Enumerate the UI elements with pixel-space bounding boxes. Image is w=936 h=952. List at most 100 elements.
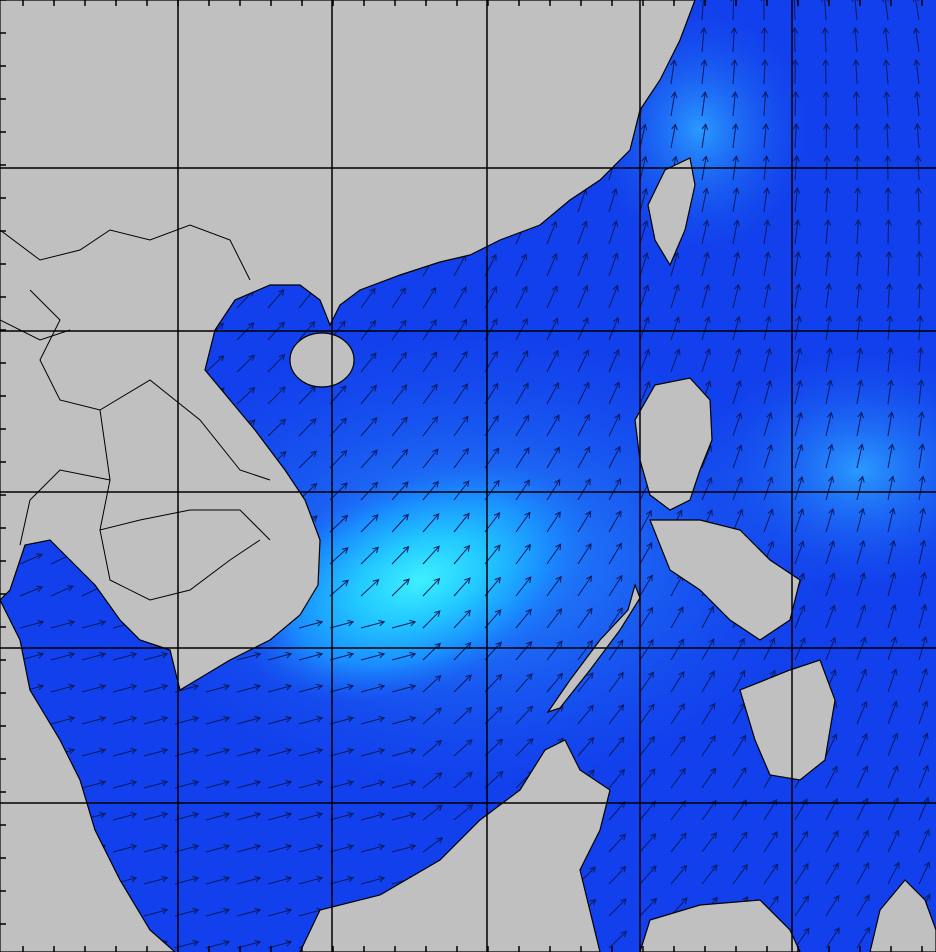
wave-arrow	[915, 218, 923, 245]
wave-arrow	[794, 347, 803, 373]
wave-arrow	[792, 122, 800, 149]
wave-arrow	[639, 252, 649, 277]
wave-arrow	[887, 539, 896, 565]
wave-arrow	[701, 767, 717, 789]
wave-arrow	[639, 735, 656, 757]
wave-arrow	[639, 284, 650, 309]
wave-arrow	[887, 797, 899, 821]
wave-arrow	[19, 585, 44, 597]
land-borneo	[299, 739, 611, 952]
wave-arrow	[887, 668, 898, 693]
wave-arrow	[794, 219, 801, 245]
land-hainan	[289, 332, 355, 388]
wave-arrow	[608, 542, 622, 565]
wave-arrow	[577, 381, 590, 405]
wave-arrow	[267, 875, 293, 885]
wave-arrow	[577, 672, 594, 693]
wave-arrow	[670, 123, 678, 149]
wave-arrow	[763, 283, 772, 309]
wave-arrow	[825, 733, 838, 757]
wave-arrow	[515, 253, 528, 277]
wave-arrow	[515, 543, 531, 565]
wave-arrow	[824, 251, 832, 277]
wave-arrow	[915, 186, 922, 213]
wave-arrow	[853, 90, 860, 117]
land-mainland-asia	[0, 0, 696, 691]
wave-arrow	[546, 672, 564, 693]
wave-arrow	[391, 578, 410, 597]
wave-arrow	[360, 747, 386, 757]
wave-arrow	[732, 637, 745, 661]
wave-arrow	[791, 26, 799, 53]
wave-arrow	[298, 450, 317, 469]
wave-arrow	[732, 283, 741, 309]
wave-arrow	[391, 384, 408, 405]
wave-arrow	[886, 347, 894, 373]
wave-arrow	[453, 512, 470, 533]
wave-arrow	[608, 898, 627, 917]
wave-arrow	[856, 604, 867, 629]
wave-arrow	[639, 187, 649, 213]
wave-arrow	[515, 576, 532, 597]
wave-arrow	[298, 619, 324, 629]
wave-arrow	[886, 315, 894, 341]
wave-arrow	[856, 765, 869, 789]
land-sulawesi	[869, 879, 936, 952]
wave-arrow	[577, 413, 590, 437]
wave-arrow	[856, 475, 865, 501]
wave-arrow	[852, 58, 860, 85]
wave-arrow	[329, 619, 355, 629]
wave-arrow	[639, 606, 654, 629]
wave-arrow	[825, 830, 839, 853]
wave-arrow	[515, 640, 533, 661]
wave-arrow	[267, 289, 285, 309]
wave-arrow	[608, 607, 623, 629]
wave-arrow	[701, 123, 709, 149]
wave-arrow	[763, 831, 778, 853]
wave-arrow	[670, 670, 685, 693]
wave-arrow	[515, 705, 534, 725]
wave-arrow	[825, 927, 840, 949]
wave-arrow	[887, 379, 894, 405]
wave-arrow	[794, 508, 805, 533]
wave-arrow	[205, 907, 231, 917]
wave-arrow	[822, 90, 830, 117]
wave-arrow	[670, 251, 680, 277]
wave-arrow	[484, 706, 503, 725]
wave-arrow	[639, 638, 654, 661]
wave-arrow	[360, 287, 376, 309]
wave-arrow	[174, 811, 200, 821]
wave-arrow	[422, 480, 439, 501]
wave-arrow	[205, 779, 231, 789]
wave-arrow	[546, 446, 560, 469]
wave-arrow	[670, 767, 686, 789]
wave-arrow	[763, 219, 771, 245]
wave-arrow	[298, 779, 324, 789]
wave-arrow	[883, 122, 891, 149]
wave-arrow	[918, 475, 926, 501]
wave-arrow	[360, 715, 386, 725]
wave-arrow	[732, 766, 747, 789]
wave-arrow	[731, 59, 738, 85]
wave-arrow	[360, 619, 386, 629]
wave-arrow	[824, 219, 832, 245]
wave-arrow	[825, 636, 837, 661]
wave-arrow	[918, 668, 928, 693]
land-mindanao	[739, 659, 836, 781]
wave-arrow	[577, 478, 591, 501]
wave-arrow	[608, 316, 620, 341]
wave-arrow	[794, 379, 803, 405]
wave-arrow	[763, 637, 776, 661]
wave-arrow	[50, 651, 76, 661]
wave-arrow	[81, 779, 107, 789]
wave-arrow	[174, 715, 200, 725]
wave-arrow	[453, 706, 473, 725]
wave-arrow	[639, 509, 652, 533]
wave-arrow	[825, 765, 838, 789]
wave-arrow	[577, 639, 593, 661]
wave-arrow	[360, 578, 380, 597]
wave-arrow	[887, 443, 895, 469]
wave-arrow	[267, 779, 293, 789]
borders	[0, 224, 271, 601]
wave-arrow	[701, 831, 718, 853]
